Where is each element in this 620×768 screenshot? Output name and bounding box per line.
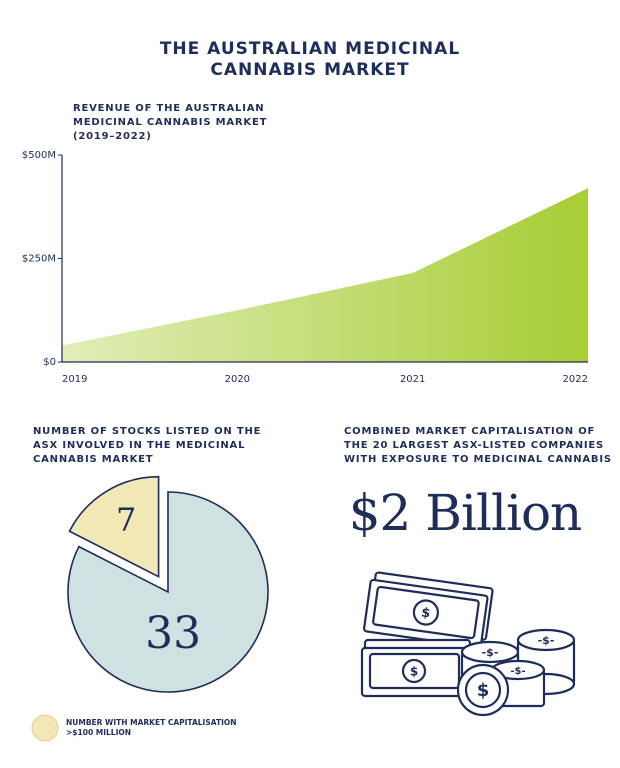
area	[62, 188, 588, 362]
svg-text:$: $	[410, 665, 418, 679]
chart-title: MEDICINAL CANNABIS MARKET	[73, 117, 267, 128]
svg-text:-$-: -$-	[510, 666, 525, 677]
money-icon: $ $ -$- -$- -$- $	[360, 571, 576, 717]
chart-title: ASX INVOLVED IN THE MEDICINAL	[33, 440, 245, 451]
pie-slice	[68, 475, 160, 578]
market-cap-value: $2 Billion	[349, 484, 582, 542]
y-tick-label: $0	[43, 357, 56, 368]
legend-label: NUMBER WITH MARKET CAPITALISATION >$100 …	[66, 718, 237, 737]
pie-value-label: 7	[116, 500, 136, 538]
pie-slice	[67, 491, 269, 693]
chart-title: REVENUE OF THE AUSTRALIAN	[73, 103, 264, 114]
page-title: CANNABIS MARKET	[210, 60, 409, 80]
x-tick-label: 2020	[225, 374, 250, 385]
x-tick-label: 2021	[400, 374, 425, 385]
page-title: THE AUSTRALIAN MEDICINAL	[160, 39, 460, 59]
section-heading: COMBINED MARKET CAPITALISATION OF	[344, 426, 595, 437]
legend-swatch	[31, 714, 59, 742]
svg-text:-$-: -$-	[482, 646, 499, 659]
svg-text:$: $	[420, 605, 431, 621]
chart-title: CANNABIS MARKET	[33, 454, 153, 465]
x-tick-label: 2022	[563, 374, 588, 385]
chart-title: NUMBER OF STOCKS LISTED ON THE	[33, 426, 261, 437]
section-heading: THE 20 LARGEST ASX-LISTED COMPANIES	[344, 440, 604, 451]
y-tick-label: $250M	[22, 254, 56, 265]
chart-title: (2019–2022)	[73, 131, 152, 142]
section-heading: WITH EXPOSURE TO MEDICINAL CANNABIS	[344, 454, 612, 465]
svg-text:$: $	[477, 680, 490, 701]
pie-value-label: 33	[145, 608, 201, 659]
svg-text:-$-: -$-	[538, 634, 555, 647]
y-tick-label: $500M	[22, 150, 56, 161]
x-tick-label: 2019	[62, 374, 87, 385]
